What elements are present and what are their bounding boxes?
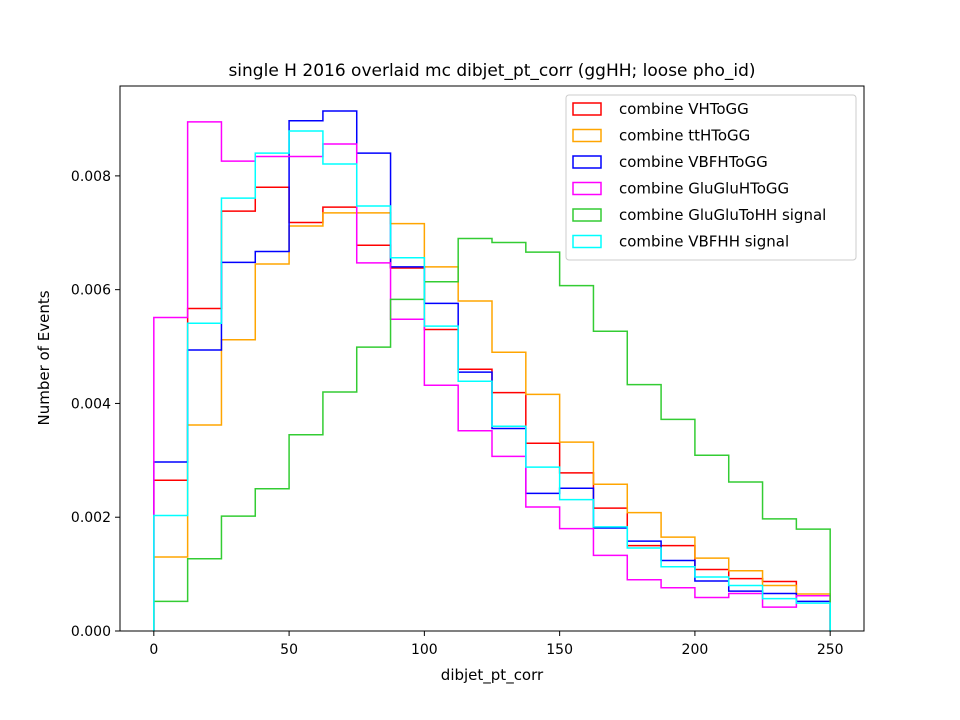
x-tick-label: 200 xyxy=(682,642,709,658)
plot-area xyxy=(153,110,831,631)
y-tick-label: 0.002 xyxy=(71,510,111,526)
x-axis: 0 50 100 150 200 250 xyxy=(149,631,844,658)
legend-label-1: combine ttHToGG xyxy=(619,127,750,145)
series-line-5 xyxy=(153,130,831,631)
axes-frame xyxy=(119,85,865,632)
y-axis: 0.000 0.002 0.004 0.006 0.008 xyxy=(71,169,120,640)
legend-swatch-2 xyxy=(572,155,602,169)
legend-label-2: combine VBFHToGG xyxy=(619,153,768,171)
legend-swatch-3 xyxy=(572,181,602,196)
legend-label-4: combine GluGluToHH signal xyxy=(619,206,826,224)
y-axis-label: Number of Events xyxy=(35,290,53,425)
x-tick-label: 100 xyxy=(411,642,438,658)
y-tick-label: 0.000 xyxy=(71,624,111,640)
legend-swatch-4 xyxy=(572,208,602,222)
x-tick-label: 150 xyxy=(546,642,573,658)
legend-box xyxy=(565,94,857,261)
legend-swatch-5 xyxy=(572,234,602,249)
legend-label-0: combine VHToGG xyxy=(619,100,749,118)
y-tick-label: 0.004 xyxy=(71,396,111,412)
y-tick-label: 0.006 xyxy=(71,283,111,299)
chart-title: single H 2016 overlaid mc dibjet_pt_corr… xyxy=(228,61,755,81)
x-tick-label: 50 xyxy=(280,642,298,658)
legend-swatch-1 xyxy=(572,128,602,143)
legend: combine VHToGG combine ttHToGG combine VBF… xyxy=(565,94,857,261)
legend-label-3: combine GluGluHToGG xyxy=(619,180,789,198)
legend-swatch-0 xyxy=(572,102,602,116)
x-tick-label: 0 xyxy=(149,642,158,658)
series-line-4 xyxy=(153,237,831,631)
legend-label-5: combine VBFHH signal xyxy=(619,233,789,251)
x-axis-label: dibjet_pt_corr xyxy=(441,666,544,685)
x-tick-label: 250 xyxy=(817,642,844,658)
series-line-1 xyxy=(153,212,831,631)
y-tick-label: 0.008 xyxy=(71,169,111,185)
